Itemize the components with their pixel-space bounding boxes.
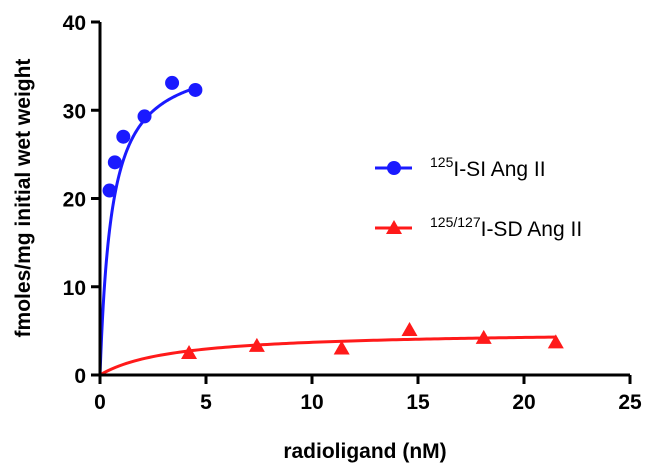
legend-marker <box>386 220 402 234</box>
y-tick-label: 10 <box>63 277 86 300</box>
y-axis-title: fmoles/mg initial wet weight <box>12 59 35 338</box>
plot-area <box>98 75 564 377</box>
legend-label: 125I-SI Ang II <box>430 154 546 181</box>
axes <box>98 22 630 377</box>
fit-curve <box>98 86 196 376</box>
y-tick-label: 0 <box>74 365 86 388</box>
x-tick-label: 25 <box>618 391 642 414</box>
x-tick-label: 15 <box>406 391 430 414</box>
data-point <box>107 155 122 170</box>
data-point <box>401 321 418 336</box>
data-point <box>181 344 198 359</box>
data-point <box>475 329 492 344</box>
data-point <box>102 183 117 198</box>
data-point <box>165 75 180 90</box>
series-1 <box>98 75 203 376</box>
data-point <box>188 82 203 97</box>
data-point <box>137 109 152 124</box>
legend-marker <box>387 161 401 175</box>
x-tick-label: 5 <box>200 391 212 414</box>
legend-item-2: 125/127I-SD Ang II <box>375 214 582 241</box>
y-tick-label: 30 <box>63 100 86 123</box>
legend-item-1: 125I-SI Ang II <box>375 154 546 181</box>
data-point <box>116 129 131 144</box>
x-tick-label: 20 <box>512 391 535 414</box>
x-tick-label: 10 <box>300 391 323 414</box>
x-tick-label: 0 <box>94 391 106 414</box>
y-tick-label: 20 <box>63 189 86 212</box>
y-tick-label: 40 <box>63 12 86 35</box>
series-2 <box>99 321 564 377</box>
legend-label: 125/127I-SD Ang II <box>430 214 582 241</box>
data-point <box>333 340 350 355</box>
data-point <box>547 334 564 349</box>
x-ticks: 0 5 10 15 20 25 <box>94 375 642 414</box>
legend: 125I-SI Ang II 125/127I-SD Ang II <box>375 154 582 241</box>
x-axis-title: radioligand (nM) <box>283 440 446 463</box>
data-point <box>248 337 265 352</box>
y-ticks: 0 10 20 30 40 <box>63 12 100 388</box>
